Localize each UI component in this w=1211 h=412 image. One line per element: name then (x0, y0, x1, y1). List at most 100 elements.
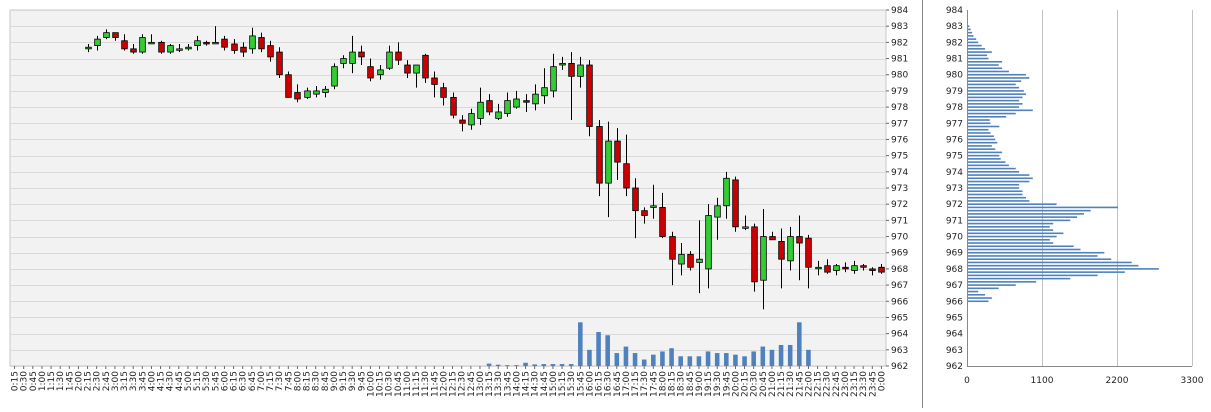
volume-bar (578, 322, 583, 366)
candle-body (623, 163, 630, 189)
candle-body (486, 100, 493, 113)
x-tick-label: 0:15 (11, 371, 21, 391)
profile-bar (968, 229, 1054, 231)
candle-body (158, 41, 165, 53)
candle-body (523, 100, 530, 103)
x-tick-label: 11:00 (403, 371, 413, 397)
y-tick-label: 969 (891, 249, 908, 259)
profile-bar (968, 300, 989, 303)
profile-y-tick-label: 962 (946, 362, 963, 372)
volume-bar (523, 362, 528, 366)
volume-bar (733, 354, 738, 366)
volume-bar (495, 364, 501, 366)
x-tick-label: 23:00 (841, 371, 851, 397)
candle-body (568, 63, 575, 77)
profile-bar (968, 135, 994, 138)
profile-bar (968, 93, 1026, 95)
profile-bar (968, 141, 998, 144)
profile-bar (968, 125, 1000, 128)
x-tick-label: 12:00 (439, 371, 449, 397)
x-tick-label: 18:30 (677, 371, 687, 397)
candle-body (696, 258, 703, 263)
x-tick-label: 10:30 (385, 371, 395, 397)
profile-y-tick-label: 969 (946, 249, 963, 259)
y-tick-label: 972 (891, 200, 908, 210)
profile-bar (968, 242, 1054, 244)
candle-body (422, 54, 429, 79)
x-tick-label: 17:00 (622, 371, 632, 397)
x-tick-label: 14:00 (512, 371, 522, 397)
volume-bar (778, 344, 784, 366)
profile-bar (968, 200, 1030, 202)
profile-bar (968, 193, 1023, 196)
candle-body (386, 51, 393, 69)
volume-bar (614, 353, 620, 366)
y-tick-label: 962 (891, 362, 908, 372)
x-tick-label: 16:15 (595, 371, 605, 397)
x-tick-label: 19:00 (695, 371, 705, 397)
volume-bar (660, 351, 665, 366)
profile-bar (968, 174, 1030, 176)
candle-body (231, 43, 238, 51)
candle-body (851, 265, 858, 271)
x-tick-label: 4:30 (166, 371, 176, 391)
y-tick-label: 968 (891, 265, 908, 275)
x-tick-label: 22:00 (804, 371, 814, 397)
y-tick-label: 974 (891, 168, 908, 178)
profile-bar (968, 99, 1020, 102)
x-tick-label: 12:15 (449, 371, 459, 397)
profile-y-tick-label: 971 (946, 216, 963, 226)
profile-bar (968, 290, 979, 293)
profile-y-tick-label: 984 (946, 6, 963, 16)
profile-bar (968, 128, 989, 131)
x-tick-label: 8:00 (293, 371, 303, 391)
candle-body (212, 41, 219, 45)
profile-bar (968, 251, 1105, 254)
profile-bar (968, 245, 1074, 248)
profile-bar (968, 41, 979, 44)
candle-body (678, 253, 685, 265)
x-tick-label: 21:45 (795, 371, 805, 397)
candle-body (358, 51, 365, 58)
candle-body (842, 266, 849, 270)
x-tick-label: 6:00 (220, 371, 230, 391)
profile-bar (968, 132, 991, 134)
profile-y-tick-label: 976 (946, 135, 963, 145)
profile-bar (968, 177, 1033, 180)
x-tick-label: 19:15 (704, 371, 714, 397)
x-tick-label: 9:15 (339, 371, 349, 391)
volume-bar (742, 356, 747, 366)
y-tick-label: 966 (891, 297, 908, 307)
candle-body (130, 48, 137, 53)
candle-body (559, 63, 566, 66)
profile-bar (968, 44, 982, 47)
profile-bar (968, 232, 1064, 235)
candle-body (824, 265, 831, 273)
profile-bar (968, 161, 1006, 163)
x-tick-label: 5:15 (193, 371, 203, 391)
y-tick-label: 984 (891, 6, 908, 16)
candle-body (304, 90, 311, 98)
profile-bar (968, 238, 1050, 241)
x-tick-label: 4:00 (147, 371, 157, 391)
profile-y-tick-label: 975 (946, 152, 963, 162)
profile-bar (968, 106, 1020, 108)
volume-bar (605, 335, 610, 366)
x-tick-label: 21:00 (768, 371, 778, 397)
candle-body (687, 253, 694, 268)
candle-body (294, 92, 301, 100)
x-tick-label: 20:45 (759, 371, 769, 397)
volume-bar (705, 351, 711, 366)
volume-bar (532, 364, 537, 366)
candle-body (513, 98, 520, 108)
x-tick-label: 19:45 (722, 371, 732, 397)
candle-body (322, 88, 329, 93)
x-tick-label: 7:45 (284, 371, 294, 391)
candle-body (404, 64, 411, 74)
candle-body (860, 265, 867, 268)
y-tick-label: 981 (891, 55, 908, 65)
x-tick-label: 4:45 (175, 371, 185, 391)
x-tick-label: 13:30 (494, 371, 504, 397)
profile-bar (968, 274, 1098, 277)
